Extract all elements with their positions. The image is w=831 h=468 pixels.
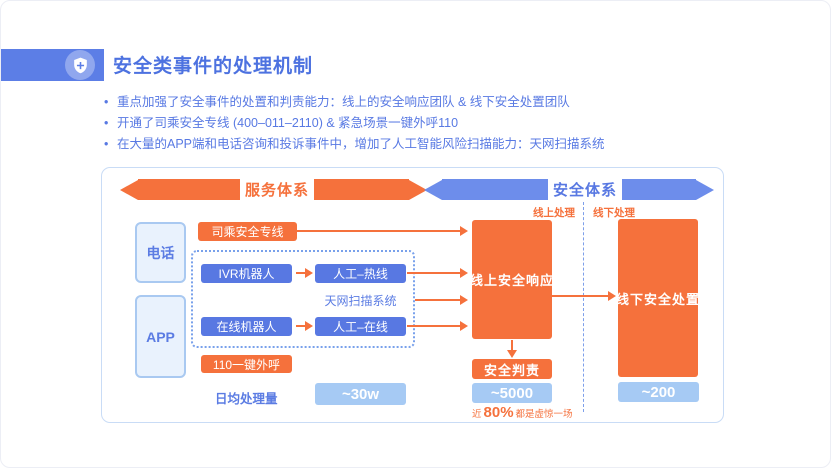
service-banner: 服务体系 bbox=[120, 179, 428, 200]
banner-right-arrow-icon bbox=[409, 179, 428, 200]
banner-bar bbox=[314, 179, 410, 200]
safety-hotline-box: 司乘安全专线 bbox=[198, 222, 297, 241]
bullet-text: 开通了司乘安全专线 (400–011–2110) & 紧急场景一键外呼110 bbox=[117, 116, 459, 130]
safety-liability-box: 安全判责 bbox=[472, 359, 552, 379]
bullet-item: 开通了司乘安全专线 (400–011–2110) & 紧急场景一键外呼110 bbox=[104, 113, 605, 134]
shield-plus-icon bbox=[65, 50, 95, 80]
bullet-text: 在大量的APP端和电话咨询和投诉事件中，增加了人工智能风险扫描能力：天网扫描系统 bbox=[117, 137, 605, 151]
page-title: 安全类事件的处理机制 bbox=[113, 56, 314, 77]
shield-plus-icon-svg bbox=[73, 57, 87, 73]
arrow-manual-hotline-to-response bbox=[407, 268, 468, 278]
ivr-bot-box: IVR机器人 bbox=[201, 264, 292, 283]
security-banner: 安全体系 bbox=[424, 179, 715, 200]
footnote-prefix: 近 bbox=[472, 409, 482, 420]
diagram-panel: 服务体系 安全体系 线上处理 线下处理 电话 APP 司乘安全专线 IVR机器人… bbox=[101, 167, 724, 423]
banner-left-arrow-icon bbox=[120, 179, 138, 200]
manual-online-box: 人工–在线 bbox=[315, 317, 406, 336]
banner-bar bbox=[442, 179, 548, 200]
arrow-ivr-to-manual bbox=[296, 268, 313, 278]
service-banner-label: 服务体系 bbox=[245, 182, 310, 199]
footnote-suffix: 都是虚惊一场 bbox=[515, 409, 573, 420]
daily-volume-count-box: ~30w bbox=[315, 383, 406, 405]
manual-hotline-box: 人工–热线 bbox=[315, 264, 406, 283]
arrow-hotline-to-response bbox=[297, 226, 468, 236]
arrow-response-to-liability bbox=[507, 340, 517, 358]
online-bot-box: 在线机器人 bbox=[201, 317, 292, 336]
online-phase-label: 线上处理 bbox=[533, 207, 575, 219]
banner-left-arrow-icon bbox=[424, 179, 442, 200]
bullet-text: 重点加强了安全事件的处置和判责能力：线上的安全响应团队 & 线下安全处置团队 bbox=[117, 95, 570, 109]
security-banner-label: 安全体系 bbox=[553, 182, 618, 199]
arrow-skynet-to-response bbox=[415, 295, 468, 305]
bullet-item: 重点加强了安全事件的处置和判责能力：线上的安全响应团队 & 线下安全处置团队 bbox=[104, 92, 605, 113]
channel-phone-box: 电话 bbox=[135, 222, 186, 283]
phase-divider-line bbox=[583, 202, 584, 412]
channel-app-box: APP bbox=[135, 295, 186, 378]
bot-manual-group bbox=[191, 250, 415, 348]
online-volume-count-box: ~5000 bbox=[472, 383, 552, 403]
offline-volume-count-box: ~200 bbox=[618, 382, 699, 402]
banner-bar bbox=[138, 179, 240, 200]
offline-handling-box: 线下安全处置 bbox=[616, 219, 699, 377]
bullet-list: 重点加强了安全事件的处置和判责能力：线上的安全响应团队 & 线下安全处置团队 开… bbox=[104, 92, 605, 155]
header-bar bbox=[1, 49, 104, 81]
banner-bar bbox=[622, 179, 697, 200]
skynet-scan-label: 天网扫描系统 bbox=[324, 294, 397, 308]
call-110-box: 110一键外呼 bbox=[201, 355, 292, 373]
arrow-manual-online-to-response bbox=[407, 321, 468, 331]
offline-phase-label: 线下处理 bbox=[593, 207, 635, 219]
daily-volume-label: 日均处理量 bbox=[215, 392, 278, 406]
footnote-percent: 80% bbox=[483, 404, 514, 421]
arrow-response-to-offline bbox=[552, 291, 616, 301]
banner-right-arrow-icon bbox=[696, 179, 715, 200]
false-alarm-footnote: 近 80% 都是虚惊一场 bbox=[472, 404, 573, 422]
online-response-box: 线上安全响应 bbox=[470, 220, 553, 339]
bullet-item: 在大量的APP端和电话咨询和投诉事件中，增加了人工智能风险扫描能力：天网扫描系统 bbox=[104, 134, 605, 155]
arrow-onlinebot-to-manual bbox=[296, 321, 313, 331]
